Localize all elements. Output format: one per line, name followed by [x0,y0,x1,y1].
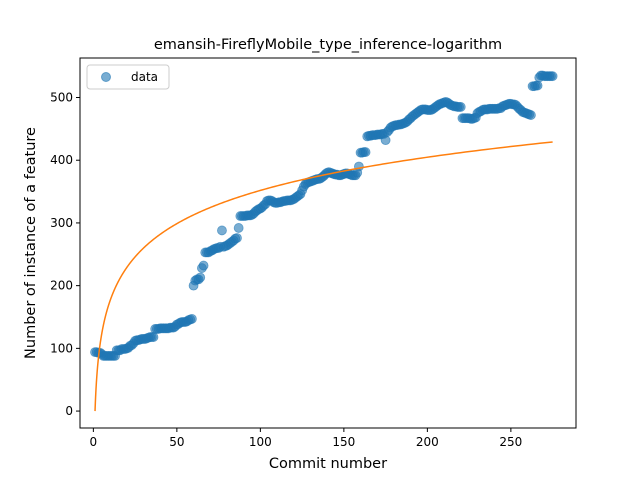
x-tick-label: 50 [169,435,184,449]
y-tick-label: 400 [50,153,73,167]
x-tick-label: 250 [499,435,522,449]
y-tick-label: 300 [50,216,73,230]
legend: data [86,64,170,90]
legend-marker-data [101,72,111,82]
y-tick-label: 200 [50,279,73,293]
chart-title: emansih-FireflyMobile_type_inference-log… [154,37,502,53]
y-tick-label: 100 [50,341,73,355]
x-tick-label: 150 [332,435,355,449]
data-point [186,313,197,324]
y-axis-label: Number of instance of a feature [23,127,39,359]
data-point [233,223,244,233]
data-point [217,225,227,236]
data-point [148,332,159,342]
ticks-layer: 0 50 100 150 200 250 0 100 200 300 400 500 [50,91,522,449]
data-point [455,102,466,112]
x-axis-label: Commit number [269,456,387,472]
y-tick-label: 0 [65,404,73,418]
data-point [353,161,364,172]
legend-label-data: data [131,70,158,84]
data-point [198,260,209,271]
data-point [526,110,536,120]
data-point [195,272,206,283]
x-tick-label: 200 [416,435,439,449]
data-point [532,80,543,91]
series-layer [90,70,558,412]
data-point [360,147,371,157]
x-tick-label: 0 [90,435,98,449]
data-point [232,233,242,243]
legend-box [86,64,170,90]
data-point [380,135,391,146]
fit-line [94,141,553,412]
scatter-series-data [90,70,558,361]
x-tick-label: 100 [249,435,272,449]
y-tick-label: 500 [50,91,73,105]
data-point [547,71,558,82]
plot-frame [79,57,577,429]
